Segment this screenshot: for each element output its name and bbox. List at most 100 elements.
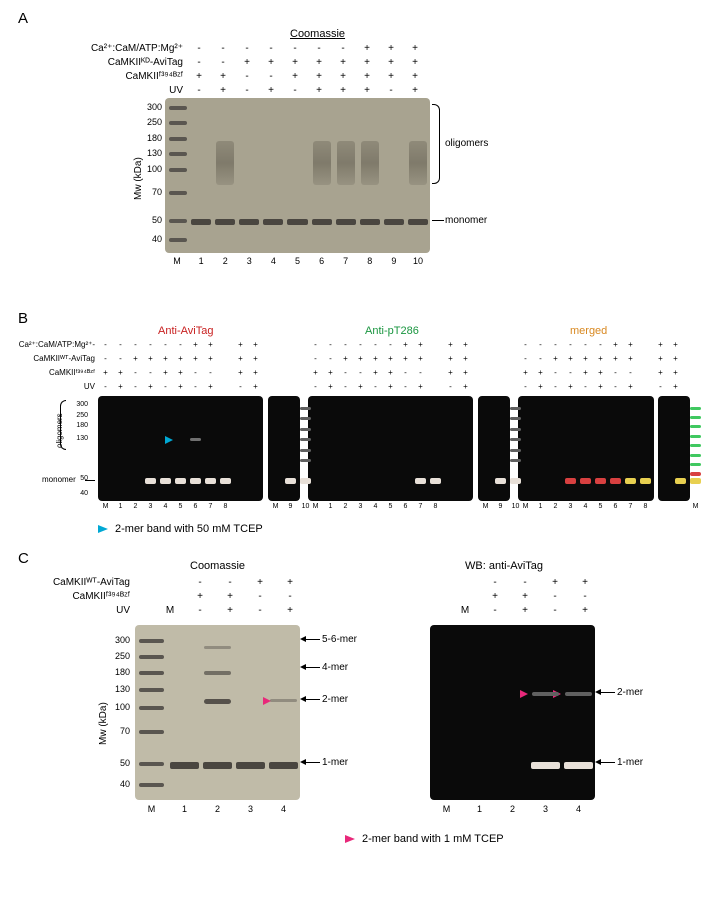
condition-symbol: - (283, 43, 307, 54)
arrow-icon (300, 696, 306, 702)
condition-symbol: - (275, 591, 305, 602)
condition-symbol: - (443, 382, 458, 391)
lane-label: 1 (189, 256, 213, 266)
condition-symbol: + (379, 57, 403, 68)
condition-symbol: - (215, 577, 245, 588)
condition-symbol (638, 382, 653, 391)
blot-band (640, 478, 651, 484)
condition-symbol: + (323, 382, 338, 391)
cond-c-label: UV (20, 605, 130, 616)
condition-symbol: + (158, 368, 173, 377)
condition-symbol: - (533, 354, 548, 363)
condition-symbol: + (188, 340, 203, 349)
condition-symbol: + (143, 382, 158, 391)
lane-label: 7 (623, 503, 638, 510)
blot-band (565, 478, 576, 484)
condition-symbol: + (578, 368, 593, 377)
condition-symbol: + (593, 368, 608, 377)
condition-symbol: + (510, 591, 540, 602)
condition-symbol: + (235, 57, 259, 68)
mw-label: 300 (140, 102, 162, 112)
oligomer-smear (313, 141, 331, 184)
marker-band (169, 238, 187, 242)
condition-symbol: - (563, 368, 578, 377)
marker-band (139, 762, 164, 766)
condition-symbol: + (143, 354, 158, 363)
condition-symbol: + (331, 57, 355, 68)
lane-label: M (688, 503, 703, 510)
condition-symbol: + (98, 368, 113, 377)
condition-symbol: - (187, 85, 211, 96)
monomer-band (384, 219, 404, 225)
condition-symbol: - (548, 340, 563, 349)
condition-symbol: + (563, 354, 578, 363)
condition-symbol: + (403, 85, 427, 96)
lane-label: 2 (128, 503, 143, 510)
wb-2mer-band (565, 692, 592, 696)
cond-a-3-label: UV (75, 85, 183, 96)
panel-b-blot-merged-2 (658, 396, 690, 501)
condition-symbol: - (245, 605, 275, 616)
condition-symbol: + (608, 340, 623, 349)
lane-label: 3 (234, 804, 267, 814)
lane-label: 7 (413, 503, 428, 510)
lane-label: 9 (283, 503, 298, 510)
condition-symbol: + (248, 354, 263, 363)
cond-a-0-label: Ca²⁺:CaM/ATP:Mg²⁺ (75, 43, 183, 54)
monomer-band (239, 219, 259, 225)
condition-symbol: + (379, 43, 403, 54)
condition-symbol (218, 368, 233, 377)
blot-band (300, 449, 311, 452)
cond-a-3-syms: -+-+-+++-+ (187, 85, 427, 96)
panel-a-brace (432, 104, 440, 184)
condition-symbol: - (235, 71, 259, 82)
lane-label: 6 (188, 503, 203, 510)
condition-symbol: + (403, 71, 427, 82)
cond-c-label: CaMKIIᶠ³⁹⁴ᴮᶻᶠ (20, 591, 130, 602)
condition-symbol: - (323, 340, 338, 349)
marker-band (169, 137, 187, 141)
condition-symbol: + (413, 340, 428, 349)
blot-band (160, 478, 171, 484)
blot-band (300, 438, 311, 441)
condition-symbol: M (450, 605, 480, 616)
condition-symbol: - (308, 340, 323, 349)
condition-symbol: + (593, 382, 608, 391)
condition-symbol: + (128, 354, 143, 363)
lane-label: M (165, 256, 189, 266)
condition-symbol: + (570, 605, 600, 616)
condition-symbol: + (353, 354, 368, 363)
cond-a-1-label: CaMKIIᴷᴰ-AviTag (75, 57, 183, 68)
condition-symbol: - (143, 340, 158, 349)
marker-band (169, 219, 187, 223)
arrow-icon (300, 664, 306, 670)
arrow-icon (595, 759, 601, 765)
panel-a-monomer: monomer (445, 215, 487, 226)
condition-symbol: - (338, 382, 353, 391)
lane-label: 8 (638, 503, 653, 510)
condition-symbol: - (510, 577, 540, 588)
condition-symbol: + (259, 85, 283, 96)
condition-symbol: - (158, 382, 173, 391)
condition-symbol (428, 368, 443, 377)
condition-symbol: + (275, 605, 305, 616)
condition-symbol: - (188, 368, 203, 377)
condition-symbol: - (518, 382, 533, 391)
blot-band (690, 407, 701, 410)
condition-symbol: + (283, 57, 307, 68)
lane-label: 4 (368, 503, 383, 510)
condition-symbol: - (548, 368, 563, 377)
blot-band (690, 478, 701, 484)
panel-a-gel (165, 98, 430, 253)
condition-symbol (218, 382, 233, 391)
panel-c-label: C (18, 550, 29, 567)
monomer-band (170, 762, 199, 769)
condition-symbol: + (668, 354, 683, 363)
condition-symbol: + (383, 368, 398, 377)
condition-symbol: + (653, 368, 668, 377)
monomer-band (408, 219, 428, 225)
faint-2mer-band (270, 699, 297, 702)
blot-band (145, 478, 156, 484)
condition-symbol: + (540, 577, 570, 588)
lane-label: 8 (218, 503, 233, 510)
